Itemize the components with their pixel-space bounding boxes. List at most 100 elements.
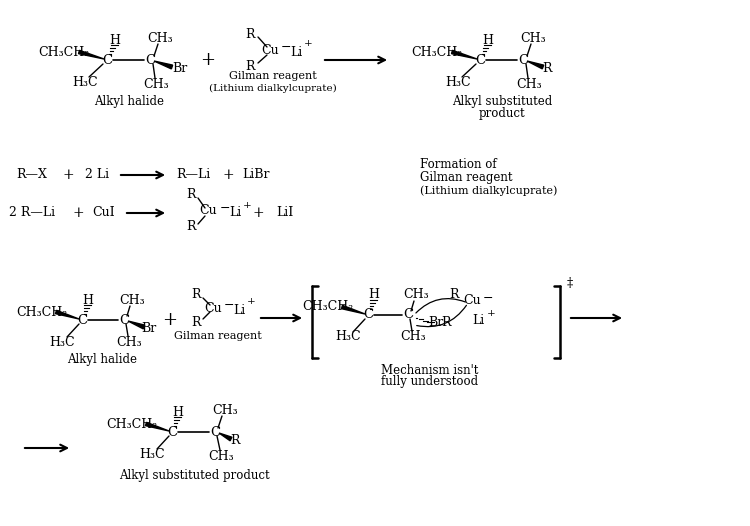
Text: LiI: LiI	[276, 207, 294, 219]
Text: fully understood: fully understood	[382, 376, 478, 389]
Text: Gilman reagent: Gilman reagent	[230, 71, 316, 81]
Text: +: +	[72, 206, 84, 220]
Polygon shape	[527, 61, 544, 69]
Text: H₃C: H₃C	[50, 336, 75, 349]
Text: R: R	[245, 27, 255, 41]
Text: CH₃: CH₃	[119, 294, 145, 307]
Text: R: R	[441, 317, 451, 329]
Text: H₃C: H₃C	[72, 76, 98, 88]
Text: +: +	[304, 39, 312, 48]
Text: C: C	[167, 426, 177, 439]
Text: Cu: Cu	[204, 301, 222, 315]
Text: H: H	[368, 288, 380, 301]
Polygon shape	[341, 305, 365, 314]
Text: −: −	[483, 291, 494, 305]
Text: C: C	[77, 313, 87, 327]
Text: CH₃CH₂: CH₃CH₂	[16, 306, 68, 319]
Text: Br: Br	[428, 317, 444, 329]
Text: +: +	[200, 51, 215, 69]
Polygon shape	[154, 61, 173, 69]
Text: 2 R—Li: 2 R—Li	[9, 207, 55, 219]
Text: R—X: R—X	[16, 168, 47, 181]
Text: R: R	[186, 220, 196, 234]
Text: Cu: Cu	[200, 205, 217, 217]
Polygon shape	[128, 321, 145, 329]
Text: R: R	[191, 288, 201, 301]
Text: R: R	[542, 62, 552, 75]
Text: C: C	[145, 54, 155, 66]
Text: CH₃CH₂: CH₃CH₂	[411, 46, 463, 58]
Text: CH₃CH₂: CH₃CH₂	[38, 46, 90, 58]
Text: C: C	[403, 309, 413, 321]
Text: Li: Li	[229, 207, 242, 219]
Polygon shape	[452, 50, 477, 59]
Text: −: −	[224, 298, 234, 311]
Text: Br: Br	[141, 321, 157, 335]
Polygon shape	[56, 310, 79, 319]
Text: Gilman reagent: Gilman reagent	[420, 171, 512, 185]
Text: +: +	[247, 298, 255, 307]
Text: Li: Li	[472, 313, 484, 327]
Text: +: +	[487, 309, 495, 318]
Text: product: product	[478, 107, 525, 120]
Text: LiBr: LiBr	[242, 168, 270, 181]
Text: CuI: CuI	[93, 207, 116, 219]
Text: Alkyl halide: Alkyl halide	[94, 96, 164, 108]
Text: Formation of: Formation of	[420, 158, 497, 171]
Text: Mechanism isn't: Mechanism isn't	[381, 363, 478, 377]
Text: Cu: Cu	[464, 295, 481, 308]
Text: Cu: Cu	[261, 44, 279, 56]
Text: +: +	[252, 206, 264, 220]
Text: CH₃: CH₃	[404, 288, 429, 301]
Text: C: C	[475, 54, 485, 66]
Text: H: H	[482, 34, 494, 46]
Text: R—Li: R—Li	[176, 168, 210, 181]
Text: (Lithium dialkylcuprate): (Lithium dialkylcuprate)	[420, 186, 557, 196]
Text: CH₃: CH₃	[147, 32, 172, 45]
Text: H₃C: H₃C	[446, 76, 471, 88]
Text: −: −	[220, 201, 230, 215]
Text: R: R	[245, 59, 255, 73]
Text: H: H	[110, 34, 121, 46]
Text: −: −	[280, 41, 291, 54]
Text: CH₃CH₂: CH₃CH₂	[302, 300, 354, 313]
Text: CH₃: CH₃	[516, 77, 542, 90]
Text: +: +	[222, 168, 234, 182]
Text: CH₃: CH₃	[212, 403, 238, 417]
Text: R: R	[230, 433, 240, 447]
Text: Li: Li	[290, 46, 302, 58]
Text: H: H	[82, 294, 94, 307]
Text: R: R	[449, 288, 459, 301]
Text: H₃C: H₃C	[140, 448, 165, 460]
Text: ‡: ‡	[567, 278, 573, 290]
Text: Gilman reagent: Gilman reagent	[174, 331, 262, 341]
Text: CH₃: CH₃	[520, 32, 546, 45]
Text: C: C	[119, 313, 129, 327]
Text: (Lithium dialkylcuprate): (Lithium dialkylcuprate)	[209, 84, 337, 93]
Polygon shape	[79, 50, 104, 59]
Text: C: C	[518, 54, 528, 66]
Text: 2 Li: 2 Li	[85, 168, 109, 181]
Text: Alkyl substituted: Alkyl substituted	[452, 96, 552, 108]
Text: Li: Li	[232, 304, 245, 317]
Text: Br: Br	[172, 62, 188, 75]
Text: CH₃CH₂: CH₃CH₂	[106, 418, 158, 430]
Text: +: +	[163, 311, 178, 329]
Text: C: C	[210, 426, 220, 439]
Text: Alkyl halide: Alkyl halide	[67, 353, 137, 367]
Text: C: C	[102, 54, 112, 66]
Text: CH₃: CH₃	[400, 330, 426, 343]
Text: CH₃: CH₃	[209, 450, 234, 462]
Text: CH₃: CH₃	[143, 77, 169, 90]
Polygon shape	[146, 422, 169, 431]
Polygon shape	[219, 433, 232, 441]
Text: Alkyl substituted product: Alkyl substituted product	[118, 470, 269, 482]
Text: H₃C: H₃C	[335, 330, 361, 343]
Text: R: R	[191, 316, 201, 329]
Text: C: C	[363, 309, 373, 321]
Text: H: H	[172, 406, 184, 419]
Text: CH₃: CH₃	[116, 336, 142, 349]
Text: +: +	[62, 168, 74, 182]
Text: +: +	[243, 200, 251, 209]
Text: R: R	[186, 188, 196, 201]
